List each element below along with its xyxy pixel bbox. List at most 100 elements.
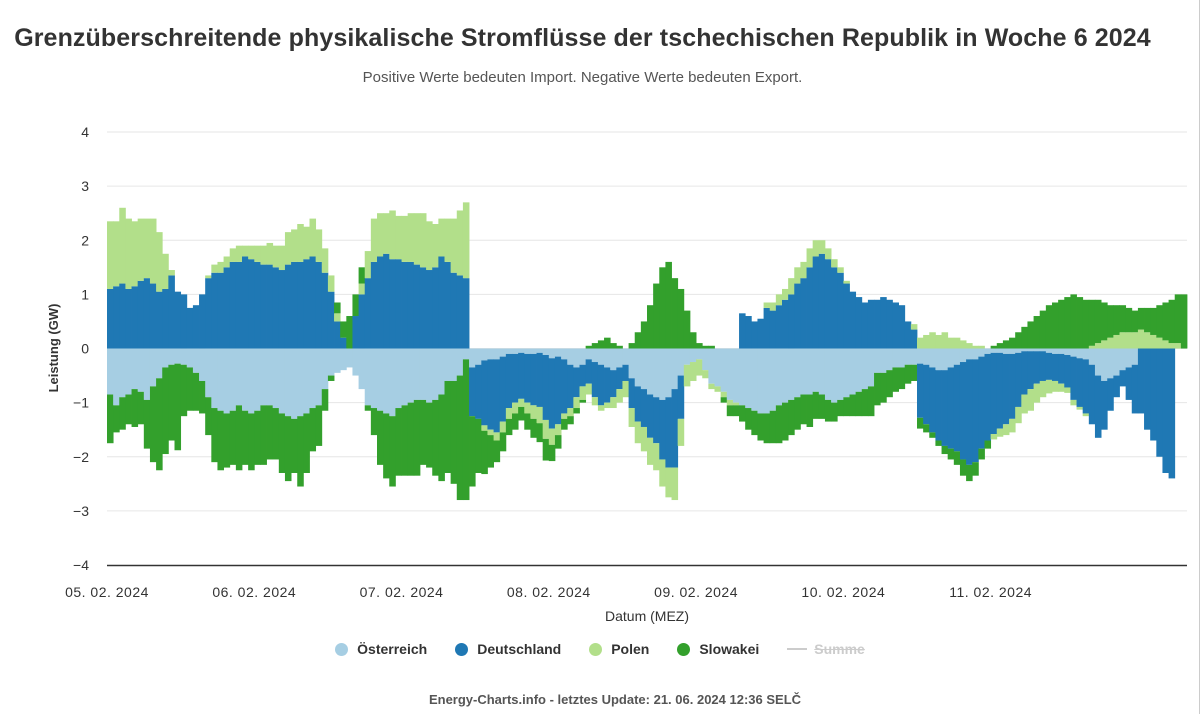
bar-at[interactable] <box>119 348 126 398</box>
bar-sk[interactable] <box>1033 316 1041 349</box>
bar-pl[interactable] <box>990 434 998 440</box>
bar-at[interactable] <box>536 348 544 353</box>
bar-de[interactable] <box>953 364 961 452</box>
bar-pl[interactable] <box>591 397 599 406</box>
bar-pl[interactable] <box>996 428 1004 437</box>
bar-at[interactable] <box>524 348 531 354</box>
bar-at[interactable] <box>966 348 973 360</box>
bar-at[interactable] <box>217 348 224 411</box>
bar-de[interactable] <box>512 353 519 403</box>
bar-sk[interactable] <box>610 343 617 349</box>
bar-sk[interactable] <box>671 278 679 349</box>
bar-de[interactable] <box>1027 351 1034 390</box>
bar-sk[interactable] <box>978 448 985 460</box>
bar-sk[interactable] <box>554 435 562 449</box>
bar-at[interactable] <box>824 348 832 400</box>
bar-pl[interactable] <box>113 221 120 287</box>
bar-de[interactable] <box>941 370 949 446</box>
bar-de[interactable] <box>763 307 771 349</box>
bar-pl[interactable] <box>334 313 341 322</box>
bar-at[interactable] <box>745 348 752 409</box>
bar-pl[interactable] <box>947 337 955 349</box>
bar-at[interactable] <box>211 348 218 409</box>
bar-at[interactable] <box>493 348 501 360</box>
bar-pl[interactable] <box>923 334 930 349</box>
bar-pl[interactable] <box>149 218 157 284</box>
bar-pl[interactable] <box>554 424 562 436</box>
bar-sk[interactable] <box>309 408 317 452</box>
bar-de[interactable] <box>168 275 175 349</box>
bar-at[interactable] <box>254 348 261 411</box>
bar-pl[interactable] <box>456 210 464 276</box>
bar-pl[interactable] <box>125 218 132 289</box>
bar-sk[interactable] <box>573 408 580 414</box>
bar-sk[interactable] <box>352 294 359 317</box>
bar-sk[interactable] <box>867 386 875 417</box>
bar-at[interactable] <box>917 348 924 364</box>
bar-de[interactable] <box>935 370 942 441</box>
bar-sk[interactable] <box>137 391 145 425</box>
bar-sk[interactable] <box>634 332 642 349</box>
bar-at[interactable] <box>137 348 145 392</box>
bar-pl[interactable] <box>530 405 537 419</box>
bar-de[interactable] <box>561 359 568 414</box>
bar-de[interactable] <box>861 302 869 349</box>
bar-at[interactable] <box>284 348 292 417</box>
bar-de[interactable] <box>959 362 967 460</box>
bar-at[interactable] <box>518 348 525 353</box>
bar-at[interactable] <box>340 348 347 371</box>
bar-pl[interactable] <box>935 334 942 349</box>
bar-pl[interactable] <box>702 370 709 379</box>
bar-at[interactable] <box>131 348 139 390</box>
bar-at[interactable] <box>898 348 906 368</box>
bar-at[interactable] <box>321 348 329 390</box>
bar-sk[interactable] <box>242 410 249 465</box>
bar-de[interactable] <box>321 272 329 349</box>
bar-sk[interactable] <box>548 444 556 462</box>
bar-at[interactable] <box>389 348 396 417</box>
bar-de[interactable] <box>1033 351 1041 384</box>
bar-sk[interactable] <box>1088 299 1096 346</box>
bar-at[interactable] <box>726 348 734 400</box>
bar-pl[interactable] <box>714 386 722 392</box>
legend-item-slowakei[interactable]: Slowakei <box>677 641 759 657</box>
bar-sk[interactable] <box>647 305 654 349</box>
bar-de[interactable] <box>769 310 777 349</box>
bar-at[interactable] <box>1082 348 1090 360</box>
bar-sk[interactable] <box>266 405 274 460</box>
bar-pl[interactable] <box>364 251 372 279</box>
bar-sk[interactable] <box>628 343 636 349</box>
bar-at[interactable] <box>591 348 599 363</box>
bar-sk[interactable] <box>1021 326 1028 349</box>
bar-pl[interactable] <box>321 248 329 273</box>
bar-de[interactable] <box>1015 352 1022 407</box>
bar-at[interactable] <box>475 348 482 365</box>
bar-at[interactable] <box>861 348 869 390</box>
bar-de[interactable] <box>665 397 672 468</box>
bar-at[interactable] <box>739 348 746 406</box>
bar-pl[interactable] <box>444 218 452 262</box>
bar-at[interactable] <box>1119 348 1127 371</box>
bar-de[interactable] <box>1094 375 1102 438</box>
bar-sk[interactable] <box>1162 302 1169 341</box>
bar-sk[interactable] <box>334 302 341 314</box>
bar-sk[interactable] <box>1174 294 1182 344</box>
bar-de[interactable] <box>248 259 255 349</box>
bar-at[interactable] <box>892 348 899 368</box>
bar-pl[interactable] <box>242 245 249 257</box>
bar-at[interactable] <box>512 348 519 354</box>
bar-pl[interactable] <box>775 294 783 306</box>
bar-de[interactable] <box>1088 364 1096 425</box>
legend-item-summe[interactable]: Summe <box>787 641 865 657</box>
bar-at[interactable] <box>775 348 783 406</box>
bar-de[interactable] <box>401 261 409 349</box>
bar-de[interactable] <box>383 253 390 349</box>
bar-at[interactable] <box>334 348 341 373</box>
bar-sk[interactable] <box>1144 307 1151 333</box>
bar-de[interactable] <box>1150 348 1157 441</box>
bar-at[interactable] <box>186 348 194 368</box>
bar-at[interactable] <box>407 348 415 403</box>
bar-sk[interactable] <box>180 364 188 417</box>
bar-sk[interactable] <box>186 367 194 411</box>
bar-pl[interactable] <box>229 248 237 262</box>
